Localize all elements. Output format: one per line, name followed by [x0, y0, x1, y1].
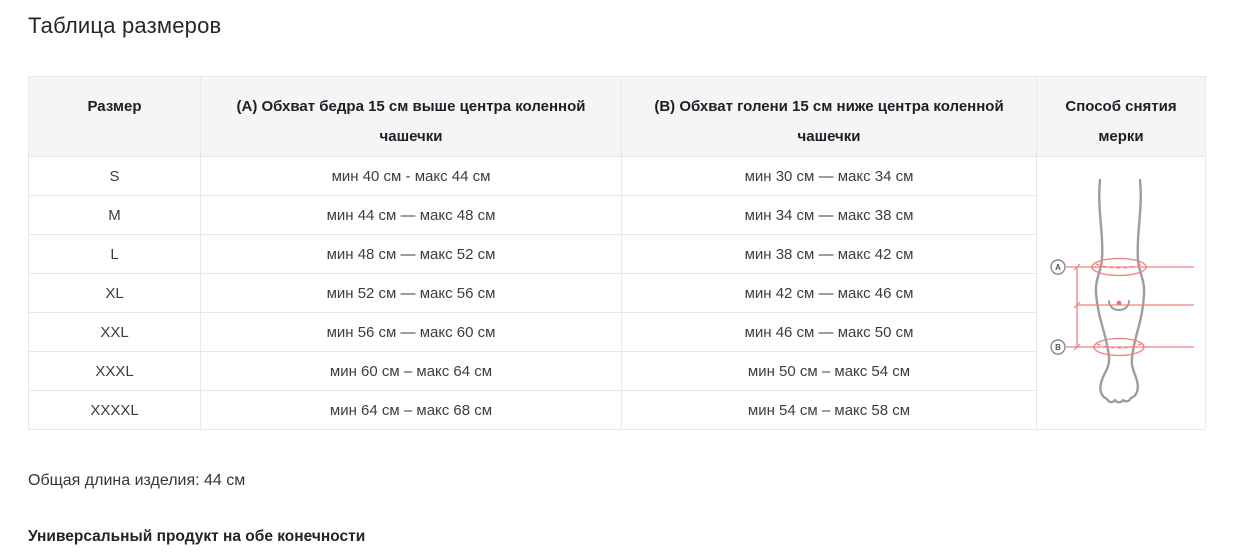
diagram-label-a: A — [1055, 263, 1061, 272]
calf-range-cell: мин 46 см — макс 50 см — [621, 312, 1037, 352]
header-cell-size: Размер — [28, 76, 201, 157]
thigh-ellipse-dashed-rim — [1095, 263, 1143, 269]
dimension-tick-knee — [1073, 301, 1081, 309]
calf-range-cell: мин 50 см – макс 54 см — [621, 351, 1037, 391]
label-a-circle-icon — [1050, 259, 1066, 275]
size-cell: S — [28, 156, 201, 196]
table-row: XXL мин 56 см — макс 60 см мин 46 см — м… — [28, 312, 1206, 352]
measurement-diagram-cell: A B — [1036, 156, 1206, 430]
size-cell: XL — [28, 273, 201, 313]
page-title: Таблица размеров — [28, 13, 222, 38]
dimension-tick-b — [1073, 343, 1081, 351]
table-row: S мин 40 см - макс 44 см мин 30 см — мак… — [28, 156, 1206, 430]
thigh-range-cell: мин 40 см - макс 44 см — [200, 156, 622, 196]
size-cell: XXXXL — [28, 390, 201, 430]
universal-product-note: Универсальный продукт на обе конечности — [28, 528, 366, 545]
diagram-label-b: B — [1055, 343, 1061, 352]
size-cell: M — [28, 195, 201, 235]
header-cell-thigh: (A) Обхват бедра 15 см выше центра колен… — [200, 76, 622, 157]
table-row: L мин 48 см — макс 52 см мин 38 см — мак… — [28, 234, 1206, 274]
calf-range-cell: мин 42 см — макс 46 см — [621, 273, 1037, 313]
header-cell-method: Способ снятия мерки — [1036, 76, 1206, 157]
table-row: XL мин 52 см — макс 56 см мин 42 см — ма… — [28, 273, 1206, 313]
size-chart-page: Таблица размеров Размер (A) Обхват бедра… — [28, 13, 1206, 545]
thigh-range-cell: мин 52 см — макс 56 см — [200, 273, 622, 313]
calf-ellipse-dashed-rim — [1096, 343, 1142, 349]
calf-ellipse — [1093, 337, 1145, 357]
calf-range-cell: мин 54 см – макс 58 см — [621, 390, 1037, 430]
calf-range-cell: мин 34 см — макс 38 см — [621, 195, 1037, 235]
size-cell: XXXL — [28, 351, 201, 391]
thigh-range-cell: мин 64 см – макс 68 см — [200, 390, 622, 430]
leg-measurement-diagram: A B — [1050, 178, 1194, 404]
table-header-row: Размер (A) Обхват бедра 15 см выше центр… — [28, 76, 1206, 157]
thigh-range-cell: мин 56 см — макс 60 см — [200, 312, 622, 352]
total-length-note: Общая длина изделия: 44 см — [28, 472, 246, 489]
thigh-ellipse — [1091, 257, 1147, 277]
table-row: M мин 44 см — макс 48 см мин 34 см — мак… — [28, 195, 1206, 235]
calf-range-cell: мин 38 см — макс 42 см — [621, 234, 1037, 274]
dimension-tick-a — [1073, 263, 1081, 271]
label-b-circle-icon — [1050, 339, 1066, 355]
leg-outline-shape — [1094, 178, 1146, 404]
size-cell: XXL — [28, 312, 201, 352]
table-row: XXXXL мин 64 см – макс 68 см мин 54 см –… — [28, 390, 1206, 430]
calf-range-cell: мин 30 см — макс 34 см — [621, 156, 1037, 196]
knee-center-dot — [1116, 300, 1122, 306]
table-row: XXXL мин 60 см – макс 64 см мин 50 см – … — [28, 351, 1206, 391]
header-cell-calf: (B) Обхват голени 15 см ниже центра коле… — [621, 76, 1037, 157]
size-table: Размер (A) Обхват бедра 15 см выше центр… — [28, 76, 1206, 430]
thigh-range-cell: мин 60 см – макс 64 см — [200, 351, 622, 391]
thigh-range-cell: мин 48 см — макс 52 см — [200, 234, 622, 274]
size-cell: L — [28, 234, 201, 274]
thigh-range-cell: мин 44 см — макс 48 см — [200, 195, 622, 235]
